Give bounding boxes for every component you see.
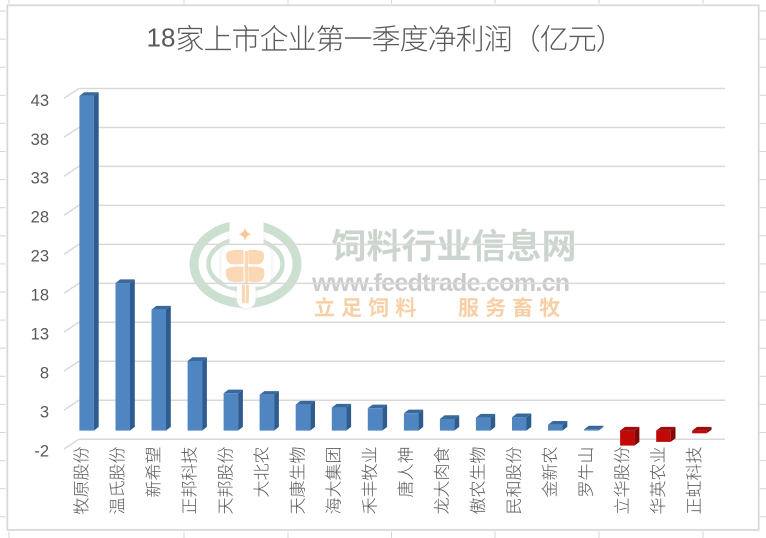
svg-text:-2: -2 — [34, 443, 49, 461]
svg-text:3: 3 — [40, 404, 49, 422]
svg-text:18: 18 — [147, 22, 176, 52]
svg-text:8: 8 — [40, 365, 49, 383]
svg-text:43: 43 — [31, 92, 49, 110]
svg-text:38: 38 — [31, 131, 49, 149]
svg-text:28: 28 — [31, 209, 49, 227]
svg-text:18: 18 — [31, 287, 49, 305]
svg-text:33: 33 — [31, 170, 49, 188]
svg-text:13: 13 — [31, 326, 49, 344]
svg-text:23: 23 — [31, 248, 49, 266]
